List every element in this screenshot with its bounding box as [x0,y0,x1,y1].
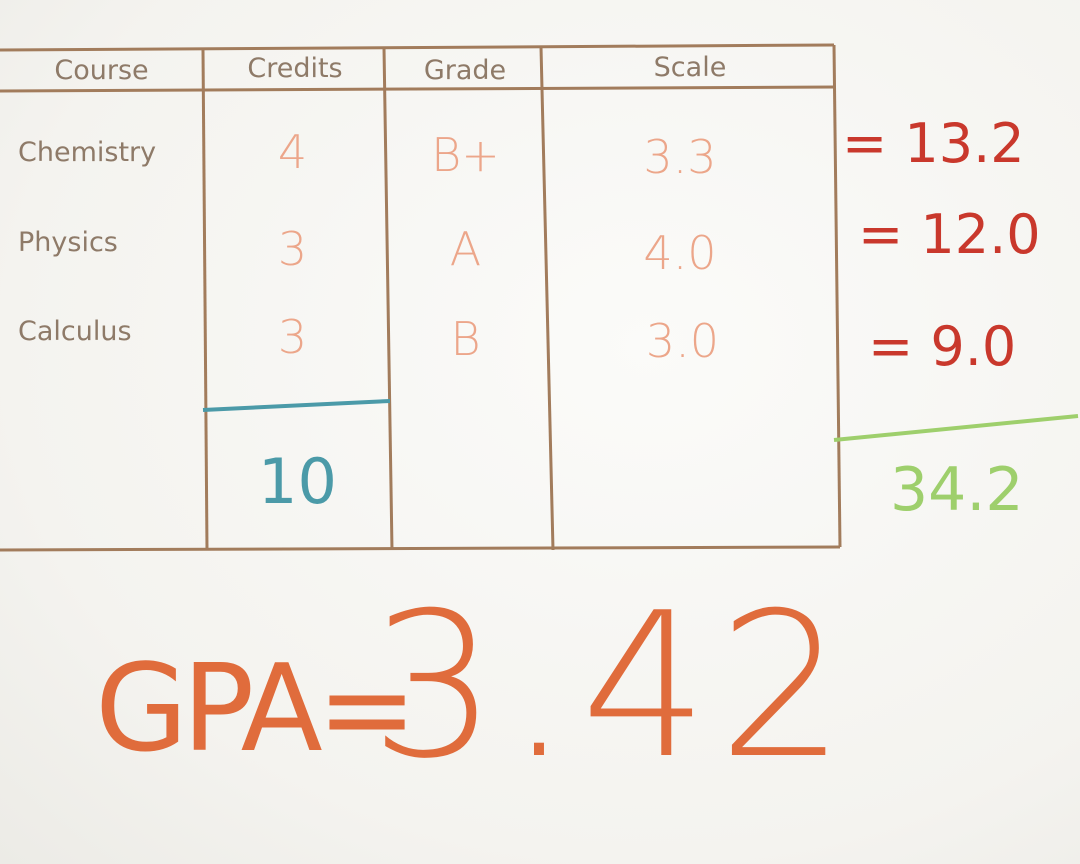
grade-value: A [449,222,482,276]
grid-header-line [0,85,837,93]
scale-value: 4.0 [643,226,717,280]
header-course: Course [54,55,149,86]
product-value: = 13.2 [842,112,1025,175]
grade-value: B+ [431,128,500,182]
credits-value: 3 [277,310,308,364]
gpa-label: GPA= [95,640,417,779]
credits-value: 4 [277,125,308,179]
grid-bottom-line [0,545,841,552]
credits-sum-line [202,399,391,412]
scale-value: 3.3 [643,130,717,184]
header-scale: Scale [653,52,727,83]
header-credits: Credits [247,53,343,84]
course-name: Calculus [18,316,132,347]
credits-total: 10 [258,445,337,518]
gpa-value: 3.42 [370,570,856,803]
course-name: Chemistry [18,137,157,168]
product-value: = 9.0 [868,315,1017,378]
product-value: = 12.0 [858,203,1041,266]
grid-top-line [0,43,835,52]
scale-value: 3.0 [645,314,720,368]
product-total: 34.2 [890,455,1024,525]
products-sum-line [833,414,1079,442]
credits-value: 3 [277,222,308,276]
grid-col-line [539,46,555,551]
grid-col-line [201,49,209,551]
header-grade: Grade [423,55,507,86]
grade-value: B [450,312,481,366]
grid-col-line [382,47,394,551]
course-name: Physics [18,227,118,258]
grid-col-line [832,44,842,548]
